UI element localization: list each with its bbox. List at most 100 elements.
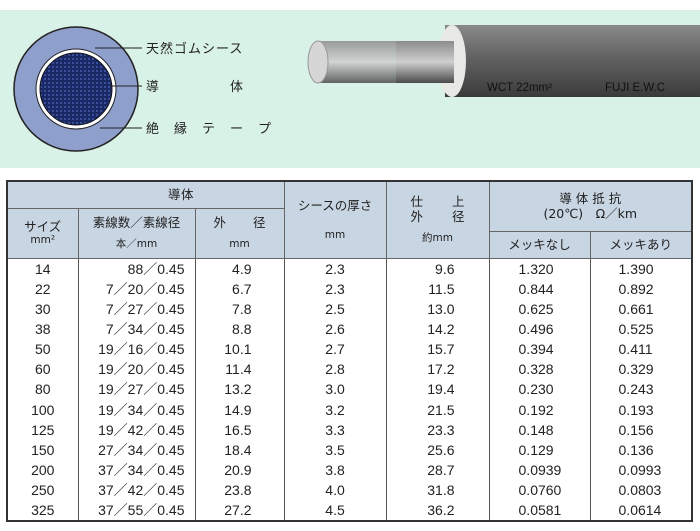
cell-resistance-plated: 0.0803 bbox=[589, 480, 693, 501]
cell-conductor-od: 10.1 bbox=[194, 339, 285, 360]
label-conductor: 導 体 bbox=[146, 80, 245, 95]
cell-size: 200 bbox=[6, 459, 79, 481]
cell-sheath-thickness: 3.0 bbox=[283, 379, 387, 400]
table-row: 60 19／20／0.45 11.4 2.8 17.2 0.328 0.329 bbox=[6, 359, 693, 380]
cell-resistance-plated: 0.892 bbox=[589, 278, 693, 299]
cell-sheath-thickness: 3.3 bbox=[283, 419, 387, 440]
cell-conductor-od: 18.4 bbox=[194, 439, 285, 460]
cell-resistance-unplated: 0.625 bbox=[488, 298, 591, 319]
cable-illustration bbox=[13, 25, 700, 152]
cell-resistance-unplated: 0.0760 bbox=[488, 480, 591, 501]
conductor-core bbox=[39, 52, 113, 126]
cable-side-view bbox=[307, 25, 700, 97]
table-body: 14 88／0.45 4.9 2.3 9.6 1.320 1.390 22 7／20／0.45 6… bbox=[6, 258, 693, 522]
cell-resistance-unplated: 1.320 bbox=[488, 258, 591, 279]
specification-table: 導体 シースの厚さ mm 仕上外径約mm 導 体 抵 抗 (20℃) Ω／km サイ… bbox=[6, 180, 694, 523]
header-size: サイズ mm² bbox=[6, 207, 79, 259]
table-row: 325 37／55／0.45 27.2 4.5 36.2 0.0581 0.0614 bbox=[6, 500, 693, 522]
header-sheath-thickness: シースの厚さ mm bbox=[283, 180, 387, 259]
cell-size: 125 bbox=[6, 419, 79, 440]
cell-finished-od: 28.7 bbox=[385, 459, 490, 481]
cell-strands: 88／0.45 bbox=[77, 258, 196, 279]
label-insulating-tape: 絶 縁 テ ー プ bbox=[146, 122, 273, 137]
cell-conductor-od: 13.2 bbox=[194, 379, 285, 400]
table-row: 22 7／20／0.45 6.7 2.3 11.5 0.844 0.892 bbox=[6, 278, 693, 299]
header-finished-od: 仕上外径約mm bbox=[385, 180, 490, 259]
cell-size: 22 bbox=[6, 278, 79, 299]
cell-resistance-unplated: 0.0939 bbox=[488, 459, 591, 481]
cell-strands: 19／20／0.45 bbox=[77, 359, 196, 380]
header-unplated: メッキなし bbox=[488, 230, 591, 259]
table-row: 250 37／42／0.45 23.8 4.0 31.8 0.0760 0.0803 bbox=[6, 480, 693, 501]
cell-sheath-thickness: 4.5 bbox=[283, 500, 387, 522]
table-row: 38 7／34／0.45 8.8 2.6 14.2 0.496 0.525 bbox=[6, 318, 693, 340]
cell-resistance-plated: 0.243 bbox=[589, 379, 693, 400]
cell-sheath-thickness: 2.7 bbox=[283, 339, 387, 360]
header-conductor-od: 外径 mm bbox=[194, 207, 285, 259]
header-strands: 素線数／素線径 本／mm bbox=[77, 207, 196, 259]
cell-finished-od: 21.5 bbox=[385, 399, 490, 420]
table-row: 14 88／0.45 4.9 2.3 9.6 1.320 1.390 bbox=[6, 258, 693, 279]
cell-resistance-unplated: 0.148 bbox=[488, 419, 591, 440]
header-plated: メッキあり bbox=[589, 230, 693, 259]
cell-sheath-thickness: 2.6 bbox=[283, 318, 387, 340]
cell-resistance-unplated: 0.328 bbox=[488, 359, 591, 380]
cell-size: 80 bbox=[6, 379, 79, 400]
cell-resistance-unplated: 0.0581 bbox=[488, 500, 591, 522]
cross-section bbox=[13, 26, 139, 152]
cell-finished-od: 17.2 bbox=[385, 359, 490, 380]
cell-conductor-od: 8.8 bbox=[194, 318, 285, 340]
cell-sheath-thickness: 3.8 bbox=[283, 459, 387, 481]
label-rubber-sheath: 天然ゴムシース bbox=[146, 42, 244, 57]
cell-size: 30 bbox=[6, 298, 79, 319]
cell-finished-od: 36.2 bbox=[385, 500, 490, 522]
table-row: 150 27／34／0.45 18.4 3.5 25.6 0.129 0.136 bbox=[6, 439, 693, 460]
cell-conductor-od: 23.8 bbox=[194, 480, 285, 501]
cell-finished-od: 14.2 bbox=[385, 318, 490, 340]
cell-size: 50 bbox=[6, 339, 79, 360]
cell-resistance-plated: 0.156 bbox=[589, 419, 693, 440]
cable-print-model: WCT 22mm² bbox=[487, 82, 552, 94]
table-row: 200 37／34／0.45 20.9 3.8 28.7 0.0939 0.0993 bbox=[6, 459, 693, 481]
cell-resistance-unplated: 0.192 bbox=[488, 399, 591, 420]
cell-resistance-unplated: 0.844 bbox=[488, 278, 591, 299]
cell-conductor-od: 7.8 bbox=[194, 298, 285, 319]
cell-resistance-plated: 0.661 bbox=[589, 298, 693, 319]
cell-strands: 7／27／0.45 bbox=[77, 298, 196, 319]
cell-resistance-plated: 0.136 bbox=[589, 439, 693, 460]
cell-size: 150 bbox=[6, 439, 79, 460]
cell-strands: 27／34／0.45 bbox=[77, 439, 196, 460]
table-row: 50 19／16／0.45 10.1 2.7 15.7 0.394 0.411 bbox=[6, 339, 693, 360]
cell-resistance-unplated: 0.394 bbox=[488, 339, 591, 360]
cell-strands: 19／27／0.45 bbox=[77, 379, 196, 400]
cell-resistance-plated: 0.411 bbox=[589, 339, 693, 360]
table-row: 30 7／27／0.45 7.8 2.5 13.0 0.625 0.661 bbox=[6, 298, 693, 319]
cell-sheath-thickness: 4.0 bbox=[283, 480, 387, 501]
cell-strands: 19／16／0.45 bbox=[77, 339, 196, 360]
cell-sheath-thickness: 2.3 bbox=[283, 258, 387, 279]
table-row: 100 19／34／0.45 14.9 3.2 21.5 0.192 0.193 bbox=[6, 399, 693, 420]
cell-sheath-thickness: 2.8 bbox=[283, 359, 387, 380]
cell-conductor-od: 4.9 bbox=[194, 258, 285, 279]
cell-conductor-od: 6.7 bbox=[194, 278, 285, 299]
cell-resistance-plated: 0.0614 bbox=[589, 500, 693, 522]
cell-finished-od: 23.3 bbox=[385, 419, 490, 440]
cell-resistance-plated: 0.0993 bbox=[589, 459, 693, 481]
cell-strands: 7／20／0.45 bbox=[77, 278, 196, 299]
header-conductor: 導体 bbox=[6, 180, 285, 209]
cable-print-maker: FUJI E.W.C bbox=[605, 82, 666, 94]
cell-sheath-thickness: 3.5 bbox=[283, 439, 387, 460]
cell-finished-od: 31.8 bbox=[385, 480, 490, 501]
table-row: 80 19／27／0.45 13.2 3.0 19.4 0.230 0.243 bbox=[6, 379, 693, 400]
cell-finished-od: 25.6 bbox=[385, 439, 490, 460]
cell-strands: 19／34／0.45 bbox=[77, 399, 196, 420]
cell-sheath-thickness: 3.2 bbox=[283, 399, 387, 420]
header-resistance: 導 体 抵 抗 (20℃) Ω／km bbox=[488, 180, 693, 232]
cell-resistance-plated: 0.193 bbox=[589, 399, 693, 420]
cell-conductor-od: 14.9 bbox=[194, 399, 285, 420]
cell-resistance-unplated: 0.230 bbox=[488, 379, 591, 400]
cell-resistance-unplated: 0.129 bbox=[488, 439, 591, 460]
cable-illustration-panel: 天然ゴムシース 導 体 絶 縁 テ ー プ WCT 22mm² FUJI E.W… bbox=[0, 10, 700, 168]
cell-size: 100 bbox=[6, 399, 79, 420]
table-row: 125 19／42／0.45 16.5 3.3 23.3 0.148 0.156 bbox=[6, 419, 693, 440]
